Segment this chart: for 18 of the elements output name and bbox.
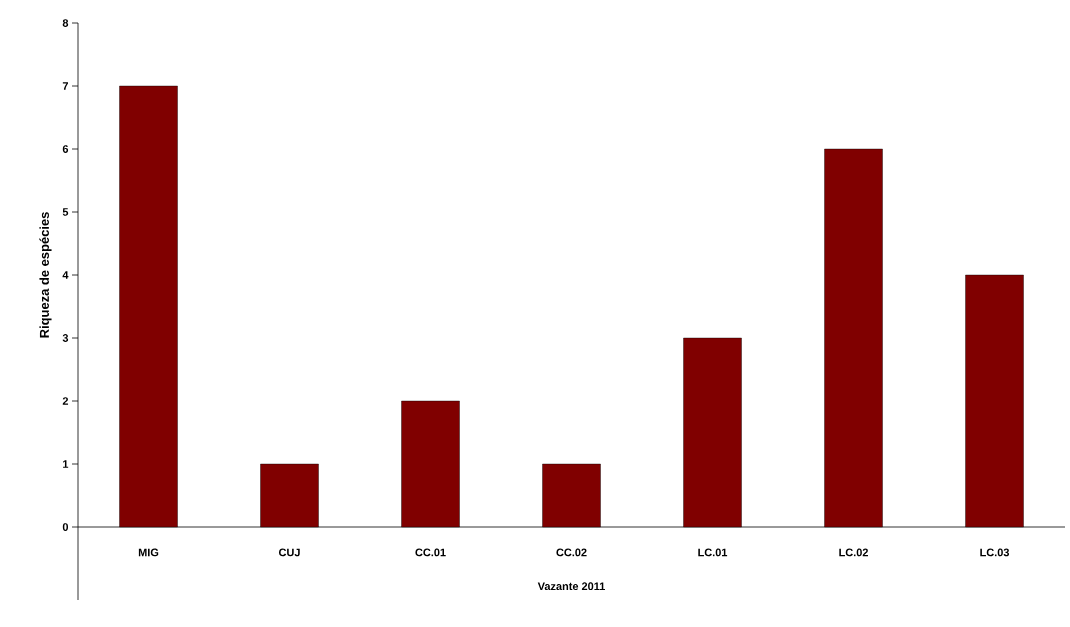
y-tick-label: 4: [62, 271, 69, 279]
y-tick-label: 6: [62, 145, 69, 153]
x-tick-label: LC.03: [980, 548, 1010, 557]
y-tick-label: 1: [63, 460, 69, 468]
text: Vazante 2011: [537, 582, 606, 591]
x-tick-label: CUJ: [278, 548, 300, 557]
y-tick-label: 8: [62, 19, 69, 27]
x-tick-label: MIG: [138, 548, 159, 557]
x-tick-label: CC.02: [556, 548, 587, 557]
y-tick-label: 7: [62, 82, 68, 90]
y-tick-label: 2: [62, 397, 69, 405]
x-tick-label: LC.02: [839, 548, 868, 557]
y-tick-label: 3: [62, 334, 69, 342]
y-tick-label: 5: [62, 208, 69, 216]
y-tick-label: 0: [62, 523, 69, 531]
x-tick-label: LC.01: [698, 548, 728, 557]
y-axis-title: Riqueza de espécies: [39, 212, 52, 338]
x-tick-label: CC.01: [415, 548, 446, 557]
